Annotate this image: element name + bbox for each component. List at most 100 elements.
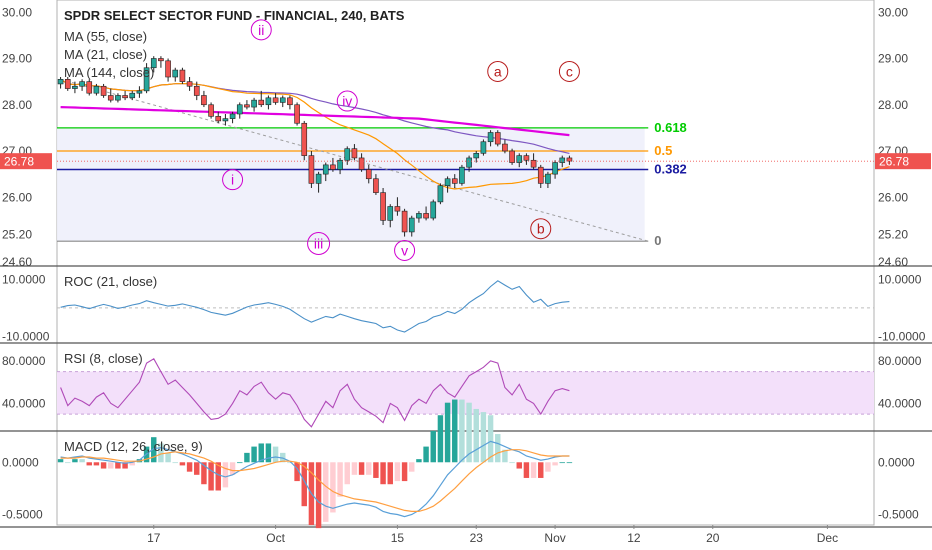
candle-body[interactable] <box>408 217 415 233</box>
candle-body[interactable] <box>93 85 100 94</box>
candle-body[interactable] <box>64 79 71 89</box>
candle-body[interactable] <box>401 210 408 233</box>
candle-body[interactable] <box>430 201 437 219</box>
candle-body[interactable] <box>208 104 214 117</box>
candle-body[interactable] <box>193 85 200 96</box>
macd-histogram-bar <box>215 462 221 491</box>
candle-body[interactable] <box>201 95 207 106</box>
candle-body[interactable] <box>466 157 472 168</box>
candle-body[interactable] <box>473 153 480 159</box>
candle-body[interactable] <box>115 95 121 101</box>
candle-body[interactable] <box>136 90 143 94</box>
candle-body[interactable] <box>172 69 179 78</box>
candle-body[interactable] <box>566 157 573 162</box>
candle-body[interactable] <box>79 81 85 87</box>
candle-body[interactable] <box>186 81 193 87</box>
candle-body[interactable] <box>129 92 136 99</box>
candle-body[interactable] <box>444 178 451 186</box>
candle-body[interactable] <box>143 67 150 92</box>
candle-body[interactable] <box>315 173 322 184</box>
candle-body[interactable] <box>552 162 558 175</box>
candle-body[interactable] <box>351 148 358 159</box>
candle-body[interactable] <box>251 99 257 108</box>
candle-body[interactable] <box>215 116 222 122</box>
plot-frame <box>56 0 875 526</box>
macd-histogram-bar <box>502 449 508 463</box>
candle-body[interactable] <box>387 206 394 221</box>
fib-level-label: 0.382 <box>654 162 687 177</box>
candle-body[interactable] <box>330 164 336 170</box>
wave-label: iv <box>342 93 352 109</box>
candle-body[interactable] <box>229 113 236 119</box>
candle-body[interactable] <box>487 132 494 143</box>
candle-body[interactable] <box>236 104 243 115</box>
macd-histogram-bar <box>559 462 565 464</box>
right-y-tick-label: 26.00 <box>878 190 908 204</box>
chart-title: SPDR SELECT SECTOR FUND - FINANCIAL, 240… <box>64 8 405 23</box>
macd-histogram-bar <box>165 452 171 463</box>
macd-histogram-bar <box>57 459 64 463</box>
candle-body[interactable] <box>416 213 422 219</box>
candle-body[interactable] <box>294 104 300 124</box>
candle-body[interactable] <box>523 155 530 161</box>
candle-body[interactable] <box>165 60 171 78</box>
candle-body[interactable] <box>158 58 164 62</box>
candle-body[interactable] <box>394 206 401 212</box>
candle-body[interactable] <box>301 122 308 156</box>
candle-body[interactable] <box>380 192 386 221</box>
candle-body[interactable] <box>494 132 501 145</box>
candle-body[interactable] <box>559 157 566 163</box>
macd-histogram-bar <box>351 462 358 475</box>
candle-body[interactable] <box>265 97 272 106</box>
x-tick-label: 17 <box>147 531 161 545</box>
macd-histogram-bar <box>179 462 186 466</box>
macd-histogram-bar <box>380 462 386 485</box>
candle-body[interactable] <box>358 157 365 170</box>
candle-body[interactable] <box>150 58 157 69</box>
candle-body[interactable] <box>480 141 487 154</box>
candle-body[interactable] <box>459 166 465 184</box>
candle-body[interactable] <box>258 99 265 106</box>
macd-histogram-bar <box>430 430 436 463</box>
candle-body[interactable] <box>107 95 114 101</box>
macd-title: MACD (12, 26, close, 9) <box>64 439 203 454</box>
rsi-title: RSI (8, close) <box>64 351 143 366</box>
macd-histogram-bar <box>495 434 501 463</box>
left-y-tick-label: 30.00 <box>2 5 32 19</box>
candle-body[interactable] <box>272 97 279 103</box>
macd-histogram-bar <box>459 399 465 463</box>
wave-label: a <box>494 63 502 79</box>
candle-body[interactable] <box>279 97 286 103</box>
candle-body[interactable] <box>122 95 128 99</box>
macd-left-tick: 0.0000 <box>2 455 39 469</box>
candle-body[interactable] <box>86 81 93 94</box>
candle-body[interactable] <box>287 97 293 106</box>
candle-body[interactable] <box>365 169 372 180</box>
candle-body[interactable] <box>179 69 186 82</box>
candle-body[interactable] <box>437 185 444 203</box>
macd-histogram-bar <box>129 462 135 466</box>
candle-body[interactable] <box>72 85 78 89</box>
candle-body[interactable] <box>100 85 107 96</box>
candle-body[interactable] <box>344 148 351 161</box>
macd-histogram-bar <box>287 462 293 464</box>
left-y-tick-label: 26.00 <box>2 190 32 204</box>
candle-body[interactable] <box>322 164 329 175</box>
candle-body[interactable] <box>423 213 429 219</box>
candle-body[interactable] <box>222 118 229 122</box>
candle-body[interactable] <box>337 159 343 170</box>
candle-body[interactable] <box>502 143 508 152</box>
candle-body[interactable] <box>537 166 544 184</box>
candle-body[interactable] <box>545 173 551 184</box>
candle-body[interactable] <box>516 155 523 163</box>
candle-body[interactable] <box>509 150 515 163</box>
macd-histogram-bar <box>387 462 393 485</box>
candle-body[interactable] <box>451 178 458 184</box>
candle-body[interactable] <box>308 155 315 184</box>
rsi-line <box>60 358 570 428</box>
candle-body[interactable] <box>530 159 537 168</box>
candle-body[interactable] <box>244 104 250 108</box>
candle-body[interactable] <box>57 79 64 85</box>
candle-body[interactable] <box>373 178 379 193</box>
macd-histogram-bar <box>409 462 415 472</box>
